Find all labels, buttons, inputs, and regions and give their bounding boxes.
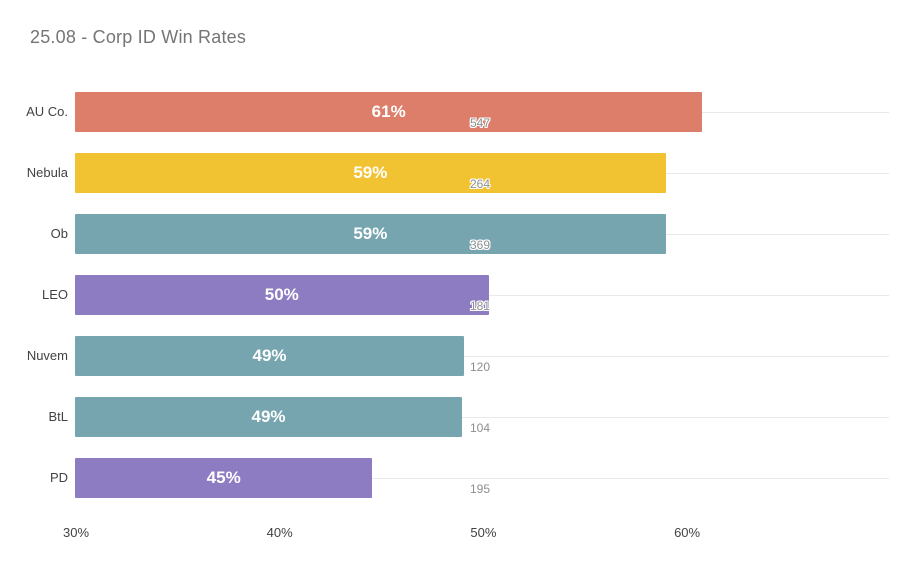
bar-annotation: 181 <box>470 298 491 313</box>
bar-value-label: 61% <box>371 101 406 121</box>
x-tick-label: 40% <box>266 525 293 540</box>
bar: 49% <box>75 396 463 437</box>
bar-annotation: 369 <box>470 237 491 252</box>
chart-title: 25.08 - Corp ID Win Rates <box>30 27 247 47</box>
bar-annotation: 195 <box>470 481 491 496</box>
bar-value-label: 49% <box>252 345 287 365</box>
category-label: Nuvem <box>26 347 68 363</box>
bar-value-label: 49% <box>251 406 286 426</box>
bar-annotation: 264 <box>470 176 491 191</box>
bar: 45% <box>75 457 373 498</box>
bar-value-label: 59% <box>353 223 388 243</box>
bar: 50% <box>75 274 489 315</box>
bar: 49% <box>75 335 465 376</box>
category-label: Ob <box>50 225 68 241</box>
bar-annotation: 547 <box>470 115 491 130</box>
bar: 59% <box>75 152 666 193</box>
category-label: AU Co. <box>26 103 68 119</box>
bar-value-label: 50% <box>264 284 299 304</box>
bar-value-label: 59% <box>353 162 388 182</box>
bar: 59% <box>75 213 666 254</box>
row-gridline <box>75 477 889 479</box>
category-label: Nebula <box>26 164 68 180</box>
x-tick-label: 30% <box>62 525 90 540</box>
row-gridline <box>75 416 889 418</box>
category-label: PD <box>49 469 68 485</box>
x-tick-label: 60% <box>674 525 701 540</box>
bar-annotation: 120 <box>470 359 491 374</box>
x-tick-label: 50% <box>470 525 497 540</box>
bar-annotation: 104 <box>470 420 491 435</box>
bar-value-label: 45% <box>206 467 241 487</box>
category-label: BtL <box>48 408 68 424</box>
row-gridline <box>75 355 889 357</box>
bar: 61% <box>75 91 703 132</box>
category-label: LEO <box>41 286 68 302</box>
